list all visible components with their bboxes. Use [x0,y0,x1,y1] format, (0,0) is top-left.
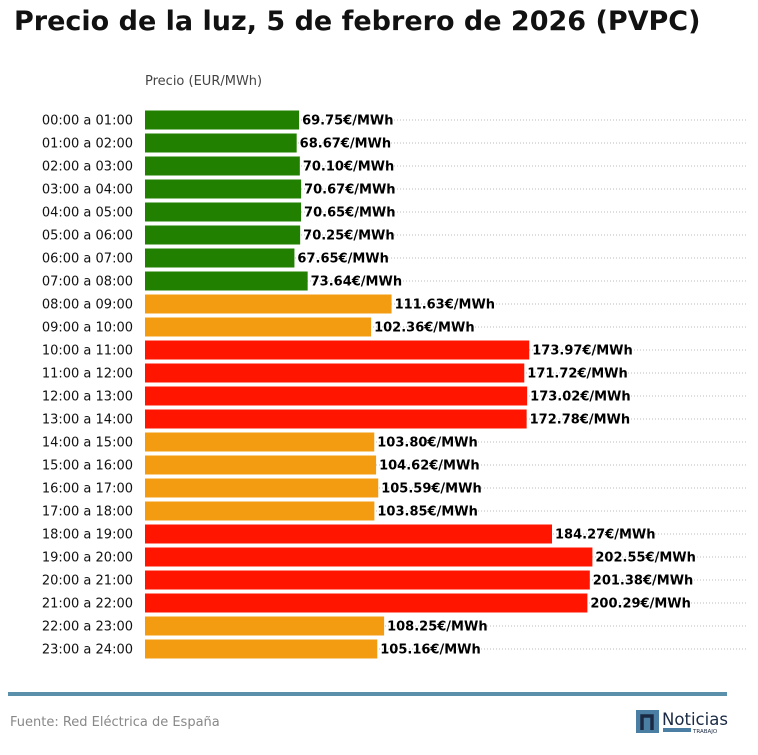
data-label: 69.75€/MWh [302,114,393,129]
category-label: 11:00 a 12:00 [42,367,133,382]
bar [145,455,377,475]
bar [145,616,385,636]
data-label: 102.36€/MWh [374,321,475,336]
category-label: 23:00 a 24:00 [42,643,133,658]
category-label: 09:00 a 10:00 [42,321,133,336]
data-label: 111.63€/MWh [395,298,496,313]
bar [145,547,593,567]
category-label: 06:00 a 07:00 [42,252,133,267]
noticias-trabajo-logo: Noticias TRABAJO [636,710,728,735]
category-label: 22:00 a 23:00 [42,620,133,635]
bar [145,225,301,245]
category-label: 18:00 a 19:00 [42,528,133,543]
bar [145,639,378,659]
category-label: 19:00 a 20:00 [42,551,133,566]
data-label: 184.27€/MWh [555,528,656,543]
data-label: 70.10€/MWh [303,160,394,175]
data-label: 73.64€/MWh [311,275,402,290]
category-label: 14:00 a 15:00 [42,436,133,451]
bar [145,363,525,383]
data-label: 104.62€/MWh [379,459,480,474]
category-label: 05:00 a 06:00 [42,229,133,244]
data-label: 173.02€/MWh [530,390,631,405]
data-label: 108.25€/MWh [387,620,488,635]
bar [145,248,295,268]
bar [145,133,297,153]
bar [145,386,528,406]
source-note: Fuente: Red Eléctrica de España [10,715,220,730]
bar [145,202,302,222]
data-label: 201.38€/MWh [593,574,694,589]
bar [145,593,588,613]
category-label: 21:00 a 22:00 [42,597,133,612]
category-label: 12:00 a 13:00 [42,390,133,405]
bar [145,179,302,199]
bar [145,156,300,176]
svg-text:Noticias: Noticias [662,710,728,730]
bar [145,478,379,498]
category-label: 03:00 a 04:00 [42,183,133,198]
category-label: 17:00 a 18:00 [42,505,133,520]
category-label: 16:00 a 17:00 [42,482,133,497]
category-label: 07:00 a 08:00 [42,275,133,290]
bar [145,294,392,314]
data-label: 103.85€/MWh [377,505,478,520]
category-label: 01:00 a 02:00 [42,137,133,152]
bar [145,524,553,544]
data-label: 200.29€/MWh [590,597,691,612]
data-label: 172.78€/MWh [530,413,631,428]
bar [145,570,590,590]
bar [145,409,527,429]
data-label: 70.25€/MWh [303,229,394,244]
data-label: 68.67€/MWh [300,137,391,152]
bar [145,110,300,130]
category-label: 00:00 a 01:00 [42,114,133,129]
chart-title: Precio de la luz, 5 de febrero de 2026 (… [14,6,701,37]
data-label: 173.97€/MWh [532,344,633,359]
bar [145,271,308,291]
axis-label: Precio (EUR/MWh) [145,74,263,89]
footer-divider [8,692,727,696]
data-label: 70.65€/MWh [304,206,395,221]
svg-text:TRABAJO: TRABAJO [692,729,718,735]
category-label: 04:00 a 05:00 [42,206,133,221]
data-label: 103.80€/MWh [377,436,478,451]
category-label: 02:00 a 03:00 [42,160,133,175]
data-label: 105.59€/MWh [381,482,482,497]
bar [145,501,375,521]
data-label: 105.16€/MWh [380,643,481,658]
data-label: 70.67€/MWh [304,183,395,198]
data-label: 67.65€/MWh [297,252,388,267]
bar [145,317,372,337]
category-label: 08:00 a 09:00 [42,298,133,313]
bar [145,340,530,360]
bar-chart: 00:00 a 01:00 69.75€/MWh 01:00 a 02:00 68.6… [42,110,748,659]
data-label: 171.72€/MWh [527,367,628,382]
bar [145,432,375,452]
category-label: 15:00 a 16:00 [42,459,133,474]
category-label: 13:00 a 14:00 [42,413,133,428]
data-label: 202.55€/MWh [595,551,696,566]
category-label: 20:00 a 21:00 [42,574,133,589]
category-label: 10:00 a 11:00 [42,344,133,359]
